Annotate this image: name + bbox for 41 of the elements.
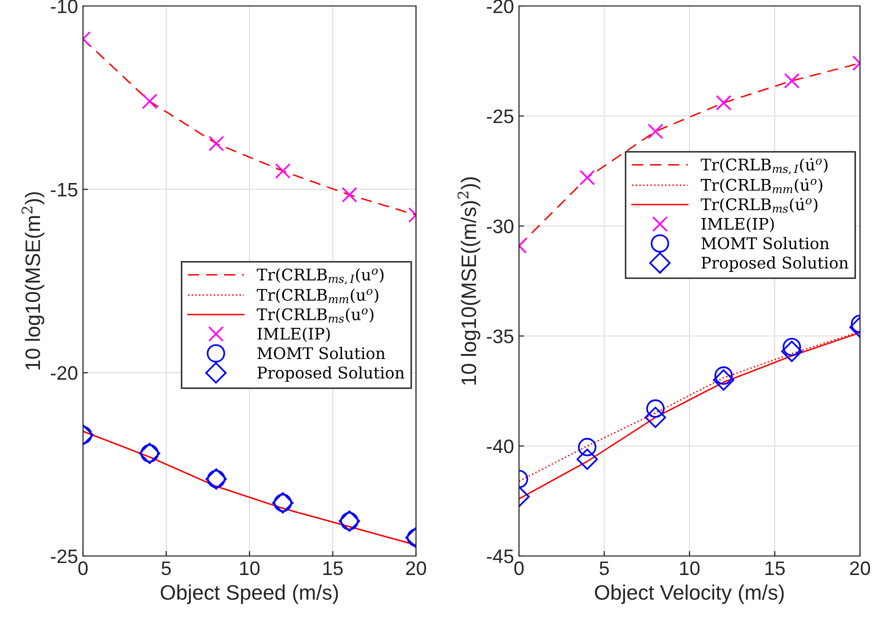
y-tick-label: -45 xyxy=(486,550,514,564)
point xyxy=(648,124,664,140)
x-tick-label: 5 xyxy=(600,562,609,576)
x-tick-label: 15 xyxy=(323,562,343,576)
y-tick-label: -15 xyxy=(50,183,78,197)
point xyxy=(712,369,734,391)
y-tick-label: -30 xyxy=(486,219,514,234)
legend-label: Proposed Solution xyxy=(258,366,404,382)
y-tick-label: -25 xyxy=(486,109,514,124)
legend-label: MOMT Solution xyxy=(257,346,386,360)
x-tick-label: 15 xyxy=(765,562,785,576)
legend-label: MOMT Solution xyxy=(701,236,830,250)
x-tick-label: 10 xyxy=(240,561,260,576)
x-tick-label: 10 xyxy=(680,561,700,576)
x-axis-title: Object Speed (m/s) xyxy=(160,584,338,604)
y-tick-label: -20 xyxy=(50,366,78,380)
x-tick-label: 0 xyxy=(514,561,524,576)
y-axis-title: 10 log10(MSE(m$^{2}$)) xyxy=(22,192,44,370)
legend-label: Proposed Solution xyxy=(702,256,848,272)
legend-label: Tr(CRLB$_{mm}$(u$^{o}$) xyxy=(256,288,378,304)
x-tick-label: 20 xyxy=(850,561,870,576)
x-tick-label: 0 xyxy=(78,561,88,576)
x-tick-label: 5 xyxy=(162,562,171,576)
point xyxy=(716,95,732,111)
y-tick-label: -35 xyxy=(486,329,514,344)
legend-label: Tr(CRLB$_{ms}$(u̇$^{o}$) xyxy=(700,198,818,213)
y-tick-label: -25 xyxy=(50,549,78,564)
legend-label: Tr(CRLB$_{ms,I}$(u$^{o}$) xyxy=(256,268,384,284)
legend-label: IMLE(IP) xyxy=(702,217,774,232)
legend-label: IMLE(IP) xyxy=(258,327,330,342)
x-axis-title: Object Velocity (m/s) xyxy=(594,584,784,604)
x-tick-label: 20 xyxy=(406,561,426,576)
point xyxy=(714,366,733,385)
y-tick-label: -40 xyxy=(486,439,514,454)
legend-label: Tr(CRLB$_{ms,I}$(u̇$^{o}$) xyxy=(700,158,828,174)
point xyxy=(275,163,291,179)
point xyxy=(644,406,666,428)
y-axis-title: 10 log10(MSE((m/s)$^{2}$)) xyxy=(458,177,480,385)
legend-label: Tr(CRLB$_{ms}$(u$^{o}$) xyxy=(256,308,374,323)
legend-label: Tr(CRLB$_{mm}$(u̇$^{o}$) xyxy=(700,178,822,194)
point xyxy=(208,136,224,152)
